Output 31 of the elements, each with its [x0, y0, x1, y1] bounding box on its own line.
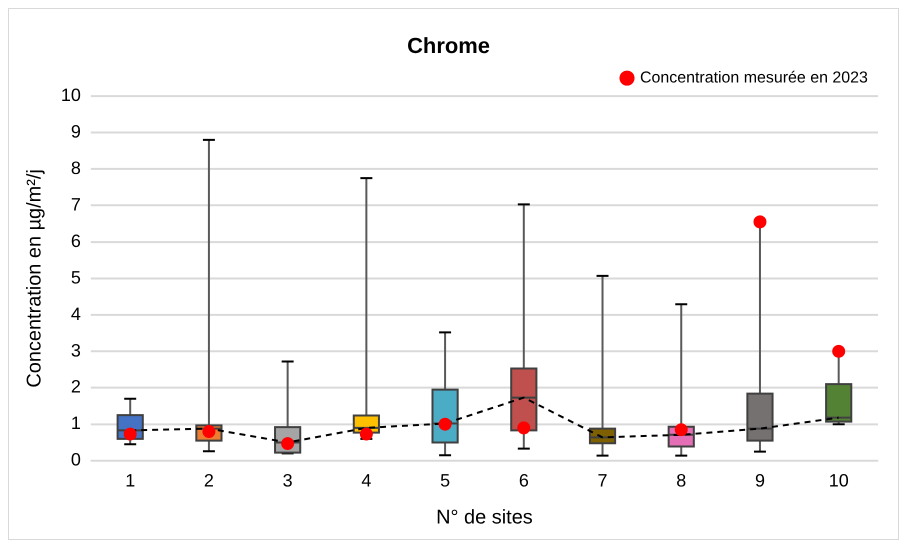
y-tick-label: 9 — [70, 121, 81, 142]
x-tick-label: 5 — [440, 470, 450, 490]
y-tick-label: 4 — [70, 304, 81, 324]
point — [517, 421, 530, 434]
y-tick-label: 1 — [70, 413, 81, 434]
point — [438, 418, 452, 431]
x-tick-label: 2 — [204, 470, 214, 490]
y-tick-label: 6 — [70, 230, 81, 251]
x-tick-label: 10 — [828, 470, 849, 490]
y-tick-label: 8 — [70, 158, 81, 178]
y-tick-label: 2 — [70, 376, 81, 397]
point — [832, 344, 846, 358]
x-tick-label: 9 — [754, 470, 765, 490]
y-tick-label: 3 — [70, 340, 81, 360]
chart-title: Chrome — [407, 33, 490, 58]
y-tick-label: 0 — [70, 450, 81, 470]
legend-label: Concentration mesurée en 2023 — [640, 70, 868, 87]
point — [753, 215, 766, 228]
y-axis-title: Concentration en µg/m²/j — [23, 169, 46, 388]
y-tick-label: 7 — [70, 194, 81, 214]
y-tick-label: 10 — [60, 85, 81, 106]
y-tick-label: 5 — [70, 267, 81, 288]
x-tick-label: 6 — [518, 470, 529, 490]
x-tick-label: 1 — [125, 470, 136, 490]
point — [124, 428, 137, 441]
x-axis-title: N° de sites — [436, 506, 533, 529]
x-tick-label: 4 — [361, 470, 372, 490]
point — [360, 428, 373, 441]
x-tick-label: 3 — [282, 470, 293, 490]
x-tick-label: 7 — [598, 470, 608, 490]
x-tick-label: 8 — [676, 470, 686, 490]
